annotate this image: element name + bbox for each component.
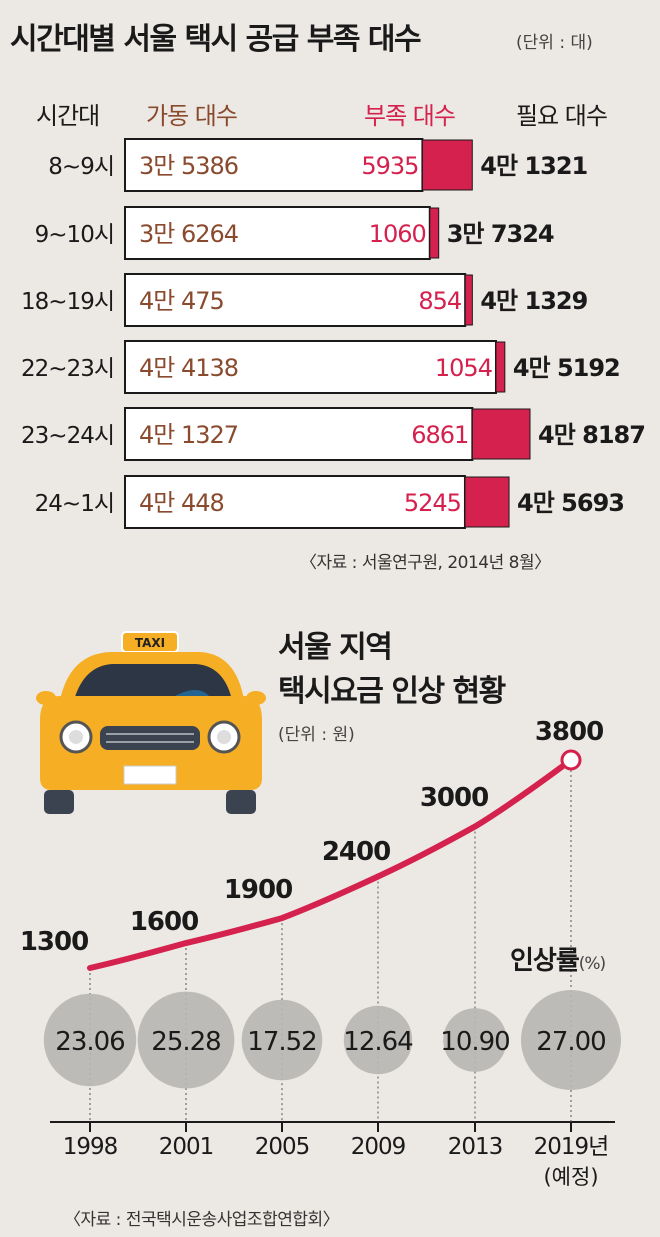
fare-label-4: 3000 [420, 783, 488, 813]
rate-label-1: 25.28 [151, 1027, 220, 1057]
operating-bar-2 [124, 273, 467, 327]
operating-label-5: 4만 448 [139, 489, 224, 517]
rate-bubble-0 [43, 993, 137, 1087]
fare-label-2: 1900 [224, 875, 292, 905]
fare-line [87, 757, 574, 971]
operating-label-3: 4만 4138 [139, 354, 238, 382]
required-label-2: 4만 1329 [480, 287, 587, 315]
time-label-0: 8~9시 [48, 154, 114, 180]
fare-label-0: 1300 [20, 927, 88, 957]
rate-label-0: 23.06 [55, 1027, 124, 1057]
header-shortage: 부족 대수 [364, 102, 456, 130]
operating-bar-3 [124, 340, 497, 394]
x-label-5: 2019년 [534, 1134, 609, 1160]
shortage-bar-0 [421, 139, 473, 191]
rate-label-4: 10.90 [440, 1027, 509, 1057]
x-sublabel-5: (예정) [543, 1165, 598, 1189]
required-label-4: 4만 8187 [538, 421, 645, 449]
shortage-bar-4 [471, 408, 531, 460]
time-label-5: 24~1시 [35, 491, 114, 517]
shortage-label-0: 5935 [361, 152, 418, 180]
fare-chart-unit: (단위 : 원) [278, 725, 355, 745]
shortage-source: 〈자료 : 서울연구원, 2014년 8월〉 [300, 553, 551, 573]
shortage-label-5: 5245 [404, 489, 461, 517]
header-operating: 가동 대수 [146, 102, 238, 130]
shortage-chart-unit: (단위 : 대) [516, 33, 593, 53]
operating-label-1: 3만 6264 [139, 220, 238, 248]
shortage-bar-1 [429, 207, 440, 259]
time-label-2: 18~19시 [21, 289, 114, 315]
operating-bar-5 [124, 475, 466, 529]
rate-label-3: 12.64 [343, 1027, 413, 1057]
operating-label-4: 4만 1327 [139, 421, 238, 449]
rate-bubble-4 [443, 1008, 507, 1072]
time-label-3: 22~23시 [21, 356, 114, 382]
operating-bar-4 [124, 407, 474, 461]
required-label-3: 4만 5192 [513, 354, 620, 382]
shortage-label-4: 6861 [411, 421, 468, 449]
shortage-bar-3 [495, 341, 506, 393]
shortage-chart-title: 시간대별 서울 택시 공급 부족 대수 [10, 22, 422, 57]
operating-bar-1 [124, 206, 431, 260]
header-required: 필요 대수 [516, 102, 608, 130]
operating-label-2: 4만 475 [139, 287, 224, 315]
fare-label-5: 3800 [535, 717, 603, 747]
shortage-label-1: 1060 [369, 220, 426, 248]
fare-chart-title-line2: 택시요금 인상 현황 [278, 674, 506, 709]
time-label-1: 9~10시 [35, 222, 114, 248]
fare-source: 〈자료 : 전국택시운송사업조합연합회〉 [64, 1210, 340, 1230]
x-label-4: 2013 [448, 1134, 503, 1160]
rate-bubble-1 [137, 991, 235, 1089]
shortage-bar-5 [464, 476, 510, 528]
rate-label-2: 17.52 [247, 1027, 316, 1057]
required-label-1: 3만 7324 [447, 220, 554, 248]
rate-unit: (%) [578, 954, 606, 974]
shortage-label-2: 854 [418, 287, 461, 315]
fare-label-1: 1600 [130, 907, 198, 937]
required-label-0: 4만 1321 [480, 152, 587, 180]
x-label-0: 1998 [63, 1134, 118, 1160]
x-label-2: 2005 [255, 1134, 310, 1160]
rate-title-text: 인상률 [510, 946, 580, 976]
rate-bubble-3 [343, 1005, 413, 1075]
fare-end-marker [560, 749, 582, 771]
rate-title: 인상률(%) [510, 940, 606, 977]
required-label-5: 4만 5693 [517, 489, 624, 517]
operating-label-0: 3만 5386 [139, 152, 238, 180]
rate-bubble-2 [241, 999, 323, 1081]
rate-label-5: 27.00 [536, 1027, 605, 1057]
rate-bubble-5 [521, 990, 621, 1090]
shortage-label-3: 1054 [435, 354, 492, 382]
x-label-3: 2009 [351, 1134, 406, 1160]
x-label-1: 2001 [159, 1134, 214, 1160]
fare-chart-title-line1: 서울 지역 [278, 630, 393, 665]
shortage-bar-chart: 8~9시 3만 5386 5935 4만 1321 9~10시 3만 6264 1060 3만… [21, 138, 646, 529]
shortage-bar-2 [464, 274, 473, 326]
fare-label-3: 2400 [322, 837, 390, 867]
time-label-4: 23~24시 [21, 423, 114, 449]
header-time: 시간대 [36, 102, 100, 130]
